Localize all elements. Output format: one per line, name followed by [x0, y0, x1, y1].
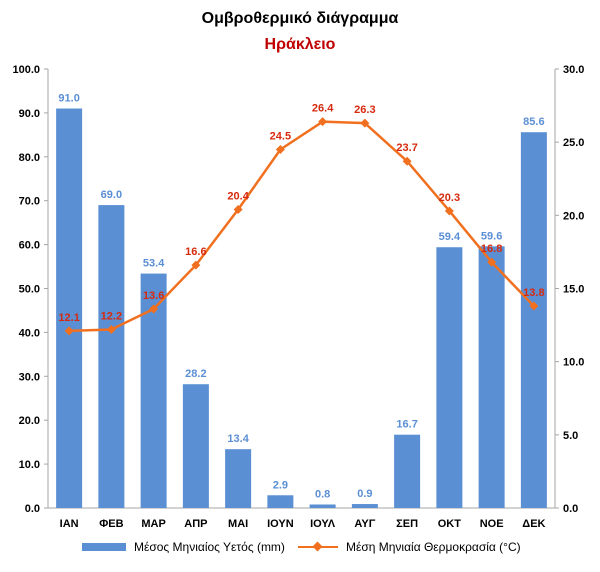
x-tick-label: ΙΑΝ [60, 518, 79, 530]
y-right-tick-label: 25.0 [563, 137, 584, 149]
temperature-line [69, 120, 535, 333]
temperature-value-label: 23.7 [396, 142, 417, 154]
rainfall-bar [478, 246, 505, 508]
rainfall-bar [182, 384, 209, 508]
rainfall-value-label: 85.6 [523, 116, 544, 128]
rainfall-bar [225, 449, 252, 508]
chart-subtitle: Ηράκλειο [264, 36, 336, 53]
legend-swatch-temperature [298, 541, 338, 553]
y-left-tick-label: 20.0 [19, 415, 40, 427]
temperature-marker [444, 206, 454, 216]
x-tick-label: ΜΑΙ [228, 518, 248, 530]
temperature-marker [106, 324, 116, 334]
temperature-marker [275, 144, 285, 154]
temperature-marker [318, 117, 328, 127]
y-left-tick-label: 60.0 [19, 240, 40, 252]
y-left-tick-label: 30.0 [19, 371, 40, 383]
x-tick-label: ΑΠΡ [184, 518, 207, 530]
rainfall-value-label: 91.0 [58, 93, 79, 105]
temperature-marker [360, 118, 370, 128]
y-right-tick-label: 30.0 [563, 64, 584, 76]
legend: Μέσος Μηνιαίος Υετός (mm) Μέση Μηνιαία Θ… [0, 540, 600, 564]
rainfall-value-label: 69.0 [101, 189, 122, 201]
legend-label-rainfall: Μέσος Μηνιαίος Υετός (mm) [134, 540, 285, 554]
y-left-tick-label: 70.0 [19, 196, 40, 208]
y-right-tick-label: 15.0 [563, 284, 584, 296]
temperature-marker [64, 326, 74, 336]
temperature-value-label: 26.3 [354, 104, 375, 116]
rainfall-bar [267, 495, 294, 508]
rainfall-value-label: 53.4 [143, 258, 165, 270]
temperature-marker [191, 260, 201, 270]
temperature-marker [529, 301, 539, 311]
y-left-tick-label: 80.0 [19, 152, 40, 164]
temperature-marker [149, 304, 159, 314]
temperature-value-label: 13.6 [143, 290, 164, 302]
y-left-tick-label: 0.0 [25, 503, 40, 515]
y-left-tick-label: 100.0 [12, 64, 40, 76]
y-left-tick-label: 40.0 [19, 327, 40, 339]
temperature-value-label: 26.4 [312, 103, 334, 115]
temperature-marker [487, 257, 497, 267]
rainfall-bar [98, 205, 125, 508]
x-tick-label: ΝΟΕ [480, 518, 504, 530]
rainfall-bar [436, 247, 463, 508]
temperature-marker [233, 204, 243, 214]
x-tick-label: ΑΥΓ [354, 518, 375, 530]
rainfall-value-label: 28.2 [185, 368, 206, 380]
rainfall-value-label: 2.9 [273, 479, 288, 491]
legend-swatch-rainfall [82, 543, 126, 551]
legend-item-temperature: Μέση Μηνιαία Θερμοκρασία (°C) [298, 540, 521, 554]
rainfall-bar [520, 132, 547, 508]
rainfall-value-label: 16.7 [396, 419, 417, 431]
y-right-tick-label: 5.0 [563, 430, 578, 442]
temperature-value-label: 12.1 [58, 312, 79, 324]
rainfall-value-label: 59.4 [439, 231, 461, 243]
y-left-tick-label: 10.0 [19, 459, 40, 471]
temperature-value-label: 16.6 [185, 246, 206, 258]
x-tick-label: ΔΕΚ [522, 518, 545, 530]
rainfall-value-label: 0.9 [357, 488, 372, 500]
y-right-tick-label: 10.0 [563, 357, 584, 369]
rainfall-bar [394, 434, 421, 508]
temperature-value-label: 20.3 [439, 192, 460, 204]
rainfall-value-label: 13.4 [227, 433, 249, 445]
rainfall-value-label: 59.6 [481, 230, 502, 242]
chart-title: Ομβροθερμικό διάγραμμα [201, 10, 399, 27]
x-tick-label: ΣΕΠ [396, 518, 418, 530]
y-right-tick-label: 20.0 [563, 210, 584, 222]
temperature-value-label: 20.4 [227, 190, 249, 202]
y-left-tick-label: 90.0 [19, 108, 40, 120]
temperature-value-label: 24.5 [270, 130, 291, 142]
x-tick-label: ΜΑΡ [141, 518, 165, 530]
temperature-value-label: 16.8 [481, 243, 502, 255]
x-tick-label: ΦΕΒ [99, 518, 123, 530]
rainfall-value-label: 0.8 [315, 488, 330, 500]
rainfall-bar [351, 504, 378, 508]
rainfall-bar [56, 108, 83, 508]
temperature-marker [402, 156, 412, 166]
x-tick-label: ΟΚΤ [438, 518, 462, 530]
x-tick-label: ΙΟΥΝ [267, 518, 294, 530]
temperature-value-label: 12.2 [101, 310, 122, 322]
y-left-tick-label: 50.0 [19, 284, 40, 296]
temperature-value-label: 13.8 [523, 287, 544, 299]
y-right-tick-label: 0.0 [563, 503, 578, 515]
x-tick-label: ΙΟΥΛ [310, 518, 336, 530]
legend-label-temperature: Μέση Μηνιαία Θερμοκρασία (°C) [346, 540, 521, 554]
legend-item-rainfall: Μέσος Μηνιαίος Υετός (mm) [82, 540, 285, 554]
rainfall-bar [309, 504, 336, 508]
